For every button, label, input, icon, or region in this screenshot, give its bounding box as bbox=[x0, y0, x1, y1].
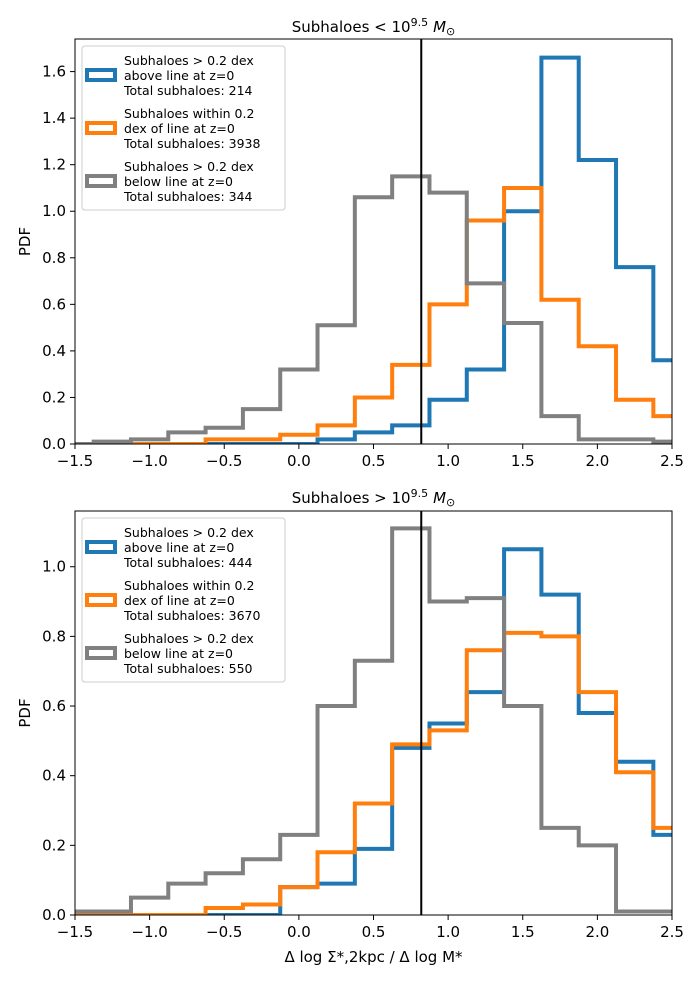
x-tick-label: 1.0 bbox=[436, 923, 460, 941]
y-axis-label: PDF bbox=[16, 227, 34, 256]
legend-entry-within-line: Total subhaloes: 3670 bbox=[123, 608, 260, 623]
legend-entry-below-line: below line at z=0 bbox=[124, 646, 233, 661]
title-unit-sub: ⊙ bbox=[446, 25, 455, 38]
x-tick-label: −1.5 bbox=[57, 452, 93, 470]
x-tick-label: −0.5 bbox=[206, 452, 242, 470]
y-tick-label: 0.6 bbox=[42, 697, 66, 715]
legend-swatch-within bbox=[85, 593, 117, 607]
legend-entry-within-line: dex of line at z=0 bbox=[124, 593, 235, 608]
y-tick-label: 0.0 bbox=[42, 906, 66, 924]
y-tick-label: 1.4 bbox=[42, 109, 66, 127]
y-tick-label: 0.6 bbox=[42, 295, 66, 313]
y-tick-label: 1.0 bbox=[42, 558, 66, 576]
y-tick-label: 0.2 bbox=[42, 388, 66, 406]
x-tick-label: 2.5 bbox=[660, 923, 684, 941]
histogram-below-series bbox=[75, 526, 672, 914]
title-unit: M bbox=[433, 18, 446, 36]
x-tick-label: 0.5 bbox=[362, 923, 386, 941]
histogram-within-series bbox=[75, 185, 672, 444]
title-unit-sub: ⊙ bbox=[446, 496, 455, 509]
x-tick-label: 1.5 bbox=[511, 452, 535, 470]
top-histogram-panel: −1.5 −1.0 −0.5 0.0 0.5 1.0 1.5 2.0 2.5 0.0 0.2 0.4 0… bbox=[16, 16, 684, 470]
x-tick-label: −1.5 bbox=[57, 923, 93, 941]
x-tick-label: −0.5 bbox=[206, 923, 242, 941]
y-tick-label: 0.8 bbox=[42, 249, 66, 267]
legend-entry-above-line: Subhaloes > 0.2 dex bbox=[124, 525, 254, 540]
x-tick-label: 0.5 bbox=[362, 452, 386, 470]
legend-entry-below-line: Total subhaloes: 344 bbox=[123, 189, 253, 204]
legend-entry-above-line: Subhaloes > 0.2 dex bbox=[124, 53, 254, 68]
legend-entry-below-line: Subhaloes > 0.2 dex bbox=[124, 631, 254, 646]
y-tick-label: 0.4 bbox=[42, 342, 66, 360]
legend-entry-within-line: Total subhaloes: 3938 bbox=[123, 136, 260, 151]
legend-entry-above-line: Total subhaloes: 214 bbox=[123, 83, 253, 98]
legend-swatch-below bbox=[85, 174, 117, 188]
legend-entry-above-line: above line at z=0 bbox=[124, 540, 234, 555]
y-tick-label: 0.4 bbox=[42, 767, 66, 785]
histogram-below-series bbox=[75, 174, 672, 444]
title-prefix: Subhaloes > 10 bbox=[292, 489, 411, 507]
histogram-above-series bbox=[75, 55, 672, 444]
x-tick-label: 0.0 bbox=[287, 923, 311, 941]
legend-box bbox=[81, 45, 286, 211]
y-tick-label: 0.0 bbox=[42, 435, 66, 453]
x-tick-label: 2.5 bbox=[660, 452, 684, 470]
x-tick-label: 1.5 bbox=[511, 923, 535, 941]
plot-area bbox=[75, 526, 672, 915]
title-unit: M bbox=[433, 489, 446, 507]
x-tick-label: 2.0 bbox=[585, 923, 609, 941]
x-tick-label: 2.0 bbox=[585, 452, 609, 470]
x-tick-label: 1.0 bbox=[436, 452, 460, 470]
y-tick-label: 1.6 bbox=[42, 63, 66, 81]
y-tick-label: 1.2 bbox=[42, 156, 66, 174]
x-tick-label: −1.0 bbox=[131, 923, 167, 941]
legend-entry-above-line: Total subhaloes: 444 bbox=[123, 555, 253, 570]
title-prefix: Subhaloes < 10 bbox=[292, 18, 411, 36]
panel-title: Subhaloes > 109.5 M⊙ bbox=[292, 487, 456, 509]
plot-area bbox=[75, 55, 672, 444]
y-tick-label: 1.0 bbox=[42, 202, 66, 220]
legend-swatch-within bbox=[85, 121, 117, 135]
legend-swatch-above bbox=[85, 68, 117, 82]
legend-box bbox=[81, 517, 286, 683]
legend-entry-above-line: above line at z=0 bbox=[124, 68, 234, 83]
bottom-histogram-panel: −1.5 −1.0 −0.5 0.0 0.5 1.0 1.5 2.0 2.5 0.0 0.2 0.4 0… bbox=[16, 487, 684, 966]
legend-entry-below-line: below line at z=0 bbox=[124, 174, 233, 189]
y-axis-label: PDF bbox=[16, 698, 34, 727]
x-tick-label: −1.0 bbox=[131, 452, 167, 470]
x-tick-label: 0.0 bbox=[287, 452, 311, 470]
legend-swatch-above bbox=[85, 540, 117, 554]
legend-swatch-below bbox=[85, 646, 117, 660]
title-exponent: 9.5 bbox=[411, 16, 429, 29]
y-tick-label: 0.8 bbox=[42, 627, 66, 645]
legend-entry-below-line: Subhaloes > 0.2 dex bbox=[124, 159, 254, 174]
legend-entry-below-line: Total subhaloes: 550 bbox=[123, 661, 253, 676]
histogram-above-series bbox=[75, 547, 672, 915]
legend-entry-within-line: dex of line at z=0 bbox=[124, 121, 235, 136]
panel-title: Subhaloes < 109.5 M⊙ bbox=[292, 16, 456, 38]
x-axis-label: Δ log Σ*,2kpc / Δ log M* bbox=[284, 948, 463, 966]
y-tick-label: 0.2 bbox=[42, 836, 66, 854]
legend-entry-within-line: Subhaloes within 0.2 bbox=[124, 578, 254, 593]
legend-entry-within-line: Subhaloes within 0.2 bbox=[124, 106, 254, 121]
title-exponent: 9.5 bbox=[411, 487, 429, 500]
